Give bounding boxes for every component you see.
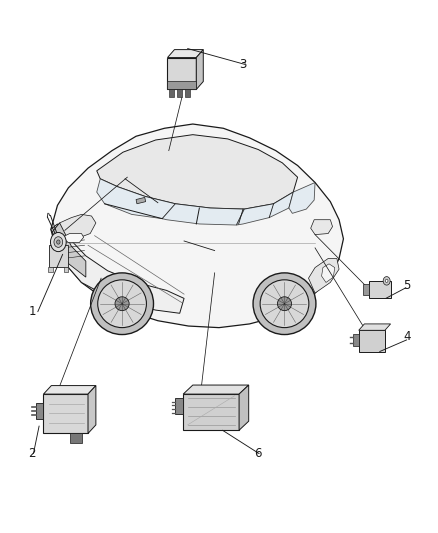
Polygon shape [353,334,359,346]
Polygon shape [183,385,249,394]
Polygon shape [167,82,196,90]
Circle shape [50,232,66,252]
Polygon shape [43,394,88,433]
Polygon shape [321,264,335,282]
Polygon shape [62,233,84,243]
Polygon shape [97,179,175,219]
Polygon shape [88,385,96,433]
Polygon shape [167,50,203,58]
Polygon shape [363,284,369,295]
Polygon shape [136,197,146,204]
Polygon shape [49,245,68,266]
Polygon shape [51,124,343,328]
Ellipse shape [91,273,153,335]
Polygon shape [177,90,182,98]
Polygon shape [52,223,86,277]
Polygon shape [35,403,43,419]
Circle shape [54,237,63,247]
Polygon shape [311,220,332,235]
Polygon shape [196,50,203,90]
Polygon shape [237,192,293,225]
Ellipse shape [277,297,292,311]
Polygon shape [369,281,391,298]
Polygon shape [183,394,239,430]
Polygon shape [64,266,68,272]
Circle shape [57,240,60,244]
Text: 4: 4 [403,330,410,343]
Polygon shape [97,135,297,209]
Text: 1: 1 [28,305,36,318]
Polygon shape [175,398,183,414]
Polygon shape [359,330,385,352]
Text: 5: 5 [403,279,410,292]
Polygon shape [48,266,53,272]
Polygon shape [70,433,82,443]
Polygon shape [359,324,391,330]
Polygon shape [52,214,96,237]
Polygon shape [43,385,96,394]
Polygon shape [239,385,249,430]
Ellipse shape [253,273,316,335]
Polygon shape [185,90,190,98]
Text: 3: 3 [239,58,247,71]
Circle shape [383,277,390,285]
Text: 6: 6 [254,447,262,460]
Polygon shape [289,182,315,213]
Ellipse shape [115,297,129,311]
Ellipse shape [260,280,309,328]
Polygon shape [308,259,339,293]
Polygon shape [169,90,174,98]
Polygon shape [162,204,244,225]
Ellipse shape [98,280,146,328]
Polygon shape [51,224,184,313]
Circle shape [385,279,388,282]
Text: 2: 2 [28,447,36,460]
Polygon shape [167,58,196,90]
